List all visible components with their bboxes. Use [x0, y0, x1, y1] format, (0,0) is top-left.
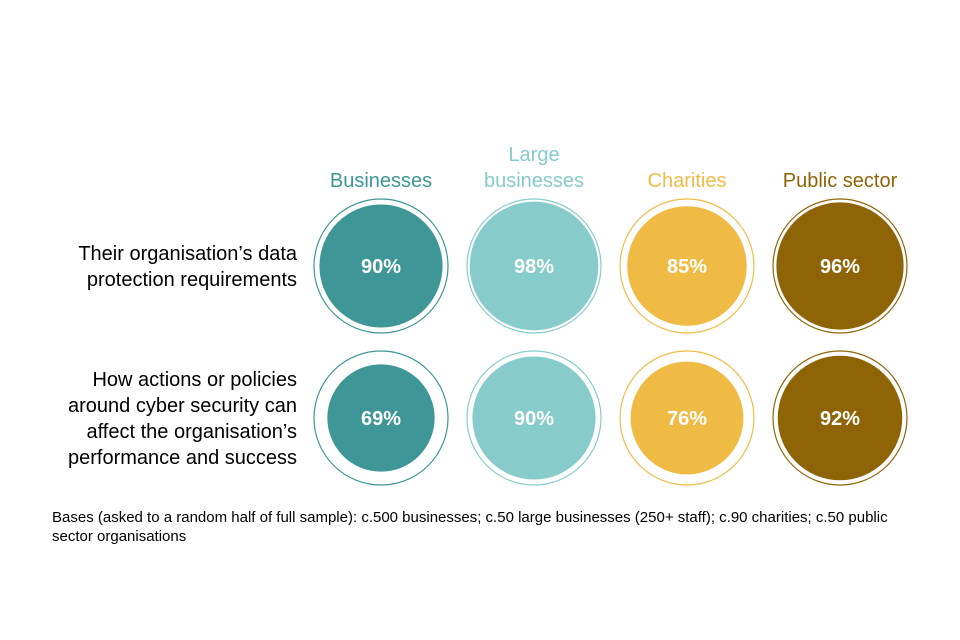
bubble-large-businesses [472, 356, 596, 480]
row-label: protection requirements [87, 269, 297, 291]
bubble-large-businesses [469, 201, 599, 331]
value-label: 69% [361, 408, 401, 430]
column-header-charities: Charities [648, 170, 727, 192]
value-label: 76% [667, 408, 707, 430]
value-label: 90% [514, 408, 554, 430]
row-label: How actions or policies [92, 369, 297, 391]
bubble-charities [627, 206, 747, 326]
bubble-businesses [319, 204, 443, 328]
value-label: 96% [820, 256, 860, 278]
column-header-large-businesses: businesses [484, 170, 584, 192]
row-label: around cyber security can [68, 395, 297, 417]
value-label: 90% [361, 256, 401, 278]
bubble-outline [466, 198, 602, 334]
bubble-outline [313, 350, 449, 486]
bubble-outline [619, 198, 755, 334]
bubble-outline [466, 350, 602, 486]
bubble-public-sector [777, 355, 903, 481]
bases-note: Bases (asked to a random half of full sa… [52, 509, 888, 545]
row-label: Their organisation’s data [78, 243, 298, 265]
value-label: 85% [667, 256, 707, 278]
bubble-outline [772, 198, 908, 334]
bubble-public-sector [776, 202, 904, 330]
value-label: 92% [820, 408, 860, 430]
bubble-businesses [327, 364, 435, 472]
row-label: affect the organisation’s [86, 421, 297, 443]
row-label: performance and success [68, 447, 297, 469]
column-header-businesses: Businesses [330, 170, 432, 192]
value-label: 98% [514, 256, 554, 278]
bubble-outline [313, 198, 449, 334]
bubble-charities [630, 361, 744, 475]
column-header-large-businesses: Large [508, 144, 559, 166]
bubble-outline [772, 350, 908, 486]
bubble-outline [619, 350, 755, 486]
column-header-public-sector: Public sector [783, 170, 898, 192]
